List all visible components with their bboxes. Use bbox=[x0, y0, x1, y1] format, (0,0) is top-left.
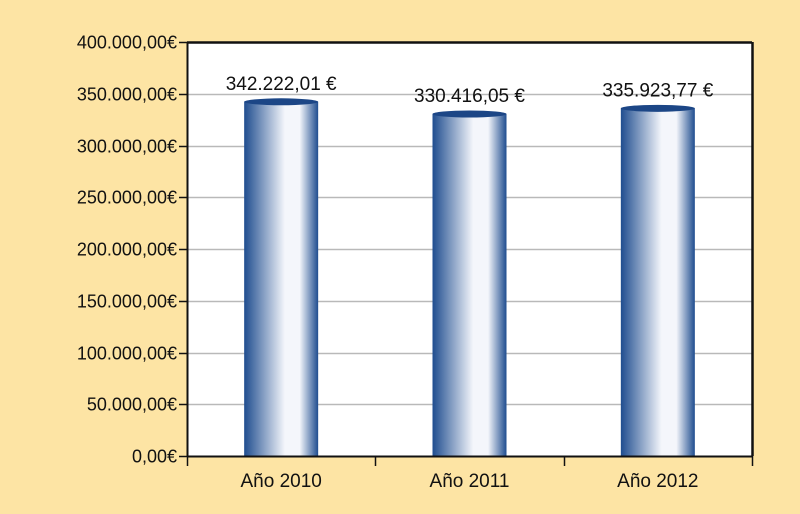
labels: 0,00€ 50.000,00€ 100.000,00€ 150.000,00€ 200… bbox=[77, 33, 714, 493]
bar bbox=[620, 108, 695, 456]
y-tick-label: 300.000,00€ bbox=[77, 137, 177, 157]
axes bbox=[179, 41, 754, 466]
y-tick-label: 400.000,00€ bbox=[77, 33, 177, 53]
data-label: 330.416,05 € bbox=[414, 86, 525, 107]
bar bbox=[432, 114, 507, 457]
y-tick-label: 250.000,00€ bbox=[77, 188, 177, 208]
y-tick-label: 50.000,00€ bbox=[87, 395, 177, 415]
y-tick-label: 150.000,00€ bbox=[77, 292, 177, 312]
bar-top bbox=[432, 110, 507, 118]
x-category-label: Año 2010 bbox=[240, 471, 321, 492]
y-tick-label: 200.000,00€ bbox=[77, 240, 177, 260]
bar-top bbox=[244, 98, 319, 106]
y-tick-label: 0,00€ bbox=[132, 447, 177, 467]
y-tick-label: 350.000,00€ bbox=[77, 85, 177, 105]
y-tick-label: 100.000,00€ bbox=[77, 344, 177, 364]
bars bbox=[244, 98, 695, 457]
bar-top bbox=[620, 104, 695, 112]
bar bbox=[244, 101, 319, 456]
data-label: 335.923,77 € bbox=[602, 80, 713, 101]
data-label: 342.222,01 € bbox=[226, 74, 337, 95]
x-category-label: Año 2012 bbox=[617, 471, 698, 492]
x-category-label: Año 2011 bbox=[430, 471, 510, 492]
